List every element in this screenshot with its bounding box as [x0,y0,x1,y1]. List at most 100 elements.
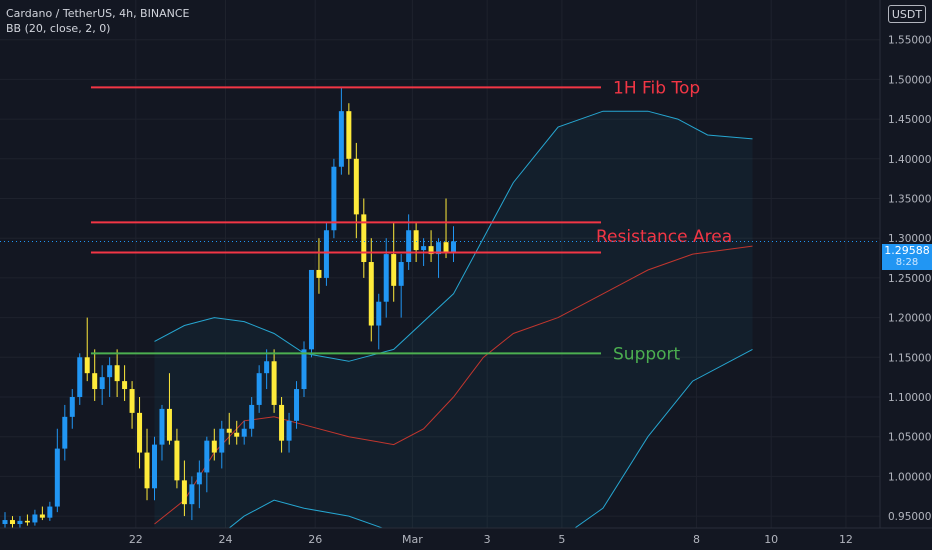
candle-body [316,269,322,278]
price-tick-label: 1.25000 [888,273,931,285]
candle-body [122,381,128,390]
candle-body [286,420,292,441]
bb-fill [154,111,753,550]
candle-body [159,408,165,445]
candle-body [174,440,180,481]
candle-body [144,452,150,489]
time-tick-label: 24 [219,533,233,546]
time-tick-label: 10 [764,533,778,546]
price-tick-label: 1.15000 [888,352,931,364]
candle-body [421,246,427,251]
price-tick-label: 1.50000 [888,74,931,86]
candle-body [256,373,262,405]
candle-body [69,396,75,417]
line-label: 1H Fib Top [613,78,700,98]
candle-body [54,448,60,507]
candle-body [279,404,285,441]
candle-body [129,389,135,413]
candle-body [204,440,210,473]
candle-body [294,389,300,421]
candle-body [428,246,434,255]
candle-body [181,480,187,505]
candle-body [107,365,113,378]
candle-body [92,373,98,390]
last-price-value: 1.29588 [884,244,930,257]
candle-body [219,428,225,453]
annotation-label: Resistance Area [596,227,732,247]
candle-body [301,349,307,390]
time-tick-label: 5 [558,533,565,546]
time-tick-label: 22 [129,533,143,546]
candle-body [99,377,105,390]
price-axis: 1.55000 1.50000 1.45000 1.40000 1.35000 1.300… [879,0,931,550]
candle-body [196,472,202,485]
candle-body [398,262,404,286]
horizontal-lines: 1H Fib Top Support Resistance Area [0,78,880,364]
candle-body [189,484,195,505]
indicator-legend[interactable]: BB (20, close, 2, 0) [6,22,111,35]
bb-basis-line [154,245,753,525]
candle-body [152,444,157,489]
candle-body [166,408,172,441]
candle-body [39,514,45,518]
last-price-badge: 1.29588 8:28 [882,244,932,270]
candle-body [443,242,449,253]
candle-body [9,520,15,525]
time-tick-label: 8 [693,533,700,546]
bar-countdown: 8:28 [895,257,919,268]
price-tick-label: 1.40000 [888,154,931,166]
price-tick-label: 1.55000 [888,35,931,47]
candle-body [249,404,255,429]
candle-body [338,111,344,167]
candle-body [353,158,359,215]
candle-body [62,416,68,449]
time-tick-label: 12 [839,533,853,546]
time-tick-label: 26 [308,533,322,546]
candle-body [308,269,314,350]
candle-body [24,520,30,523]
candle-body [271,361,277,405]
bb-upper-line [154,110,753,362]
candle-body [383,254,389,302]
candle-body [211,440,217,453]
price-tick-label: 1.20000 [888,313,931,325]
candle-body [413,230,419,251]
candle-body [17,520,23,525]
candle-body [241,428,247,437]
price-tick-label: 1.30000 [888,233,931,245]
candle-body [264,361,270,374]
candle-body [346,111,352,159]
price-tick-label: 1.05000 [888,432,931,444]
candle-body [226,428,232,433]
time-tick-label: 19 [0,533,1,546]
candle-body [436,242,442,255]
time-axis-bg [0,528,932,550]
candle-body [137,412,143,453]
candle-body [451,241,456,253]
candle-body [391,254,397,286]
price-tick-label: 1.45000 [888,114,931,126]
price-tick-label: 1.00000 [888,471,931,483]
symbol-legend[interactable]: Cardano / TetherUS, 4h, BINANCE [6,7,190,20]
bollinger-bands [154,110,753,550]
candle-body [84,357,90,374]
candle-body [368,262,374,326]
price-tick-label: 0.95000 [888,511,931,523]
line-label: Support [613,344,681,364]
candlesticks [2,87,456,532]
candle-body [234,432,240,437]
candle-body [331,166,337,231]
candle-body [32,514,38,523]
candle-body [77,357,83,397]
candle-body [361,214,367,263]
price-tick-label: 1.35000 [888,193,931,205]
price-tick-label: 1.10000 [888,392,931,404]
currency-button[interactable]: USDT [888,5,926,23]
candle-body [114,365,120,382]
candle-body [47,506,53,518]
candle-body [323,230,329,278]
candle-body [376,301,382,326]
time-tick-label: 3 [484,533,491,546]
candle-body [406,230,412,263]
